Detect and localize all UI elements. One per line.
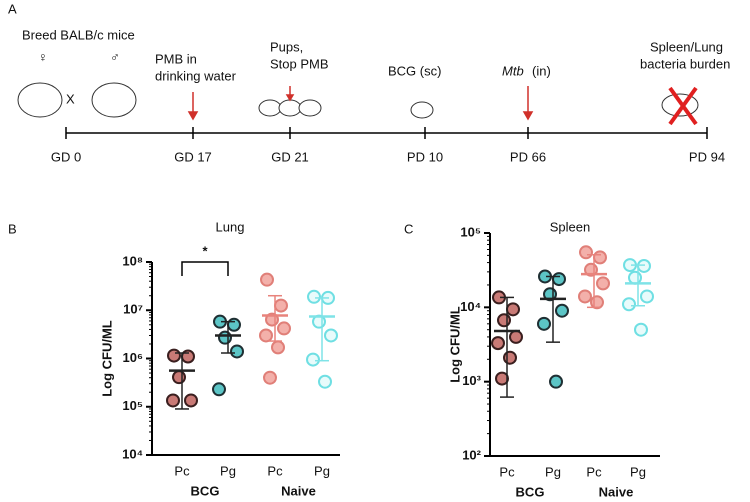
point — [263, 370, 277, 385]
y-tick-label: 10⁷ — [123, 302, 143, 317]
point — [628, 270, 642, 285]
point — [497, 313, 511, 328]
timeline-label: PD 66 — [510, 149, 546, 164]
point — [503, 350, 517, 365]
point — [590, 295, 604, 310]
symbol: ♀ — [38, 49, 48, 64]
point — [166, 393, 180, 408]
event-label: bacteria burden — [640, 56, 730, 71]
point — [324, 328, 338, 343]
point — [495, 371, 509, 386]
x-tick-label: Pc — [586, 464, 602, 479]
event-label: (in) — [532, 63, 551, 78]
x-tick-label: Pc — [499, 464, 515, 479]
group-label: Naive — [281, 483, 316, 498]
event-label: Pups, — [270, 39, 303, 54]
point — [537, 316, 551, 331]
x-tick-label: Pc — [174, 463, 190, 478]
group-label: BCG — [516, 484, 545, 499]
y-tick-label: 10⁴ — [122, 446, 143, 461]
point — [259, 328, 273, 343]
event-label: BCG (sc) — [388, 63, 441, 78]
y-axis-label: Log CFU/ML — [99, 320, 114, 397]
timeline-label: GD 21 — [271, 149, 309, 164]
point — [555, 303, 569, 318]
point — [227, 317, 241, 332]
point — [260, 272, 274, 287]
timeline-label: PD 10 — [407, 149, 443, 164]
timeline-label: GD 17 — [174, 149, 212, 164]
chart-title: Spleen — [550, 219, 590, 234]
point — [640, 289, 654, 304]
timeline-label: PD 94 — [689, 149, 725, 164]
x-tick-label: Pg — [314, 463, 330, 478]
y-tick-label: 10⁴ — [460, 299, 481, 314]
event-label: PMB in — [155, 51, 197, 66]
point — [277, 321, 291, 336]
x-tick-label: Pg — [545, 464, 561, 479]
point — [274, 298, 288, 313]
panel-label: C — [404, 221, 413, 236]
point — [552, 272, 566, 287]
point — [172, 370, 186, 385]
x-tick-label: Pc — [267, 463, 283, 478]
point — [318, 374, 332, 389]
point — [167, 348, 181, 363]
group-label: BCG — [191, 483, 220, 498]
cross — [668, 86, 698, 126]
point — [230, 344, 244, 359]
point — [212, 382, 226, 397]
point — [622, 297, 636, 312]
symbol: X — [66, 91, 75, 106]
point — [271, 340, 285, 355]
annotation: * — [202, 243, 208, 258]
event-label: Stop PMB — [270, 56, 329, 71]
point — [637, 258, 651, 273]
point — [491, 336, 505, 351]
x-tick-label: Pg — [630, 464, 646, 479]
y-tick-label: 10² — [462, 447, 481, 462]
y-tick-label: 10⁸ — [122, 253, 143, 268]
point — [509, 329, 523, 344]
event-label: Spleen/Lung — [650, 39, 723, 54]
panel-label: B — [8, 221, 17, 236]
symbol: ♂ — [110, 49, 120, 64]
point — [184, 393, 198, 408]
arrows — [187, 86, 534, 121]
point — [307, 289, 321, 304]
point — [306, 352, 320, 367]
panel-label: A — [8, 1, 17, 16]
y-tick-label: 10⁵ — [122, 398, 143, 413]
point — [578, 289, 592, 304]
point — [593, 250, 607, 265]
group-label: Naive — [599, 484, 634, 499]
timeline-label: GD 0 — [51, 149, 81, 164]
point — [218, 330, 232, 345]
x-tick-label: Pg — [220, 463, 236, 478]
significance-bracket — [181, 261, 229, 276]
chart-title: Lung — [216, 219, 245, 234]
mouse-icons — [17, 82, 699, 119]
event-label: Mtb — [502, 63, 524, 78]
point — [596, 276, 610, 291]
point — [579, 245, 593, 260]
point — [634, 322, 648, 337]
event-label: Breed BALB/c mice — [22, 27, 135, 42]
y-tick-label: 10⁵ — [460, 224, 481, 239]
point — [549, 374, 563, 389]
point — [506, 302, 520, 317]
y-axis-label: Log CFU/ML — [447, 306, 462, 383]
y-tick-label: 10³ — [462, 373, 481, 388]
event-label: drinking water — [155, 68, 237, 83]
y-tick-label: 10⁶ — [123, 350, 143, 365]
timeline-ticks — [65, 127, 708, 139]
